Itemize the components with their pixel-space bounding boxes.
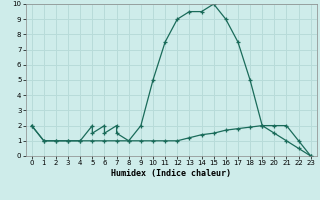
X-axis label: Humidex (Indice chaleur): Humidex (Indice chaleur) [111,169,231,178]
